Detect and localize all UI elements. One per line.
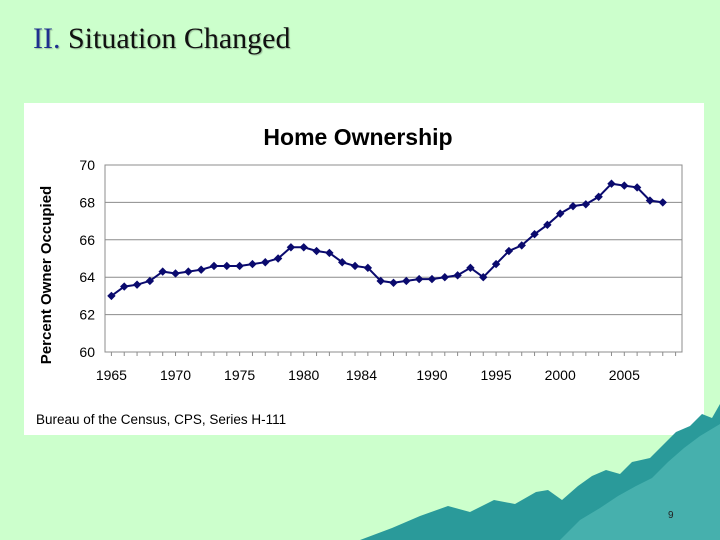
data-point-2001 — [568, 201, 578, 211]
data-point-1996 — [504, 246, 514, 256]
data-point-1988 — [402, 276, 411, 286]
data-point-1965 — [107, 291, 116, 301]
data-point-1990 — [427, 274, 437, 284]
data-point-2006 — [632, 183, 642, 192]
y-tick-label-66: 66 — [79, 232, 95, 248]
data-point-2004 — [607, 179, 616, 188]
data-point-1992 — [453, 271, 462, 280]
data-point-1983 — [338, 258, 347, 267]
y-tick-label-62: 62 — [79, 307, 95, 323]
chart-panel: Home Ownership Percent Owner Occupied 60… — [24, 103, 704, 435]
y-tick-label-70: 70 — [79, 157, 95, 173]
data-point-2003 — [594, 192, 603, 201]
slide-title-text: Situation Changed — [67, 22, 291, 55]
data-point-1967 — [132, 280, 142, 289]
x-tick-label-1995: 1995 — [480, 367, 511, 383]
data-point-1999 — [543, 220, 552, 230]
slide-title-number: II. — [33, 22, 61, 55]
data-point-1974 — [222, 261, 232, 271]
data-point-1987 — [389, 278, 398, 288]
data-point-1985 — [363, 263, 373, 273]
data-point-1989 — [414, 274, 424, 284]
data-point-1979 — [286, 243, 296, 252]
data-point-1982 — [325, 248, 334, 258]
data-point-2007 — [645, 196, 655, 205]
data-point-1986 — [376, 276, 385, 286]
data-point-1980 — [299, 243, 308, 252]
x-tick-label-1984: 1984 — [346, 367, 377, 383]
x-tick-label-1965: 1965 — [96, 367, 127, 383]
page-number: 9 — [668, 510, 674, 521]
data-point-2000 — [555, 209, 565, 218]
slide-title: II. Situation Changed — [33, 22, 290, 56]
data-point-2002 — [581, 200, 591, 209]
x-tick-label-2005: 2005 — [609, 367, 640, 383]
data-point-1984 — [350, 261, 360, 271]
x-tick-label-1970: 1970 — [160, 367, 191, 383]
plot-area: 60 62 64 66 68 70 1965 1970 1975 1980 1984 1990 1995… — [79, 157, 683, 383]
source-note: Bureau of the Census, CPS, Series H-111 — [36, 412, 286, 427]
data-point-1991 — [440, 273, 449, 282]
y-tick-label-64: 64 — [79, 269, 95, 285]
data-point-1966 — [120, 282, 129, 291]
mountain-highlight — [560, 424, 720, 540]
y-tick-label-68: 68 — [79, 194, 95, 210]
y-axis-label: Percent Owner Occupied — [38, 186, 55, 364]
data-point-1976 — [248, 259, 257, 269]
data-point-2005 — [620, 181, 629, 190]
data-point-1981 — [312, 246, 321, 256]
data-point-1995 — [491, 259, 501, 269]
data-point-1994 — [479, 273, 488, 282]
x-tick-label-1975: 1975 — [224, 367, 255, 383]
y-tick-label-60: 60 — [79, 344, 95, 360]
data-point-2008 — [658, 198, 667, 207]
data-point-1998 — [530, 229, 539, 239]
data-point-1977 — [261, 258, 270, 267]
x-tick-label-1990: 1990 — [416, 367, 447, 383]
data-point-1973 — [209, 261, 219, 271]
home-ownership-chart: Home Ownership Percent Owner Occupied 60… — [36, 124, 683, 427]
data-point-1993 — [466, 263, 475, 273]
x-tick-label-2000: 2000 — [545, 367, 576, 383]
x-tick-label-1980: 1980 — [288, 367, 319, 383]
chart-title: Home Ownership — [263, 124, 452, 150]
data-point-1997 — [517, 241, 526, 250]
data-point-1975 — [235, 261, 244, 271]
data-point-1968 — [145, 276, 155, 286]
data-point-1969 — [158, 267, 167, 276]
data-point-1970 — [171, 269, 180, 278]
